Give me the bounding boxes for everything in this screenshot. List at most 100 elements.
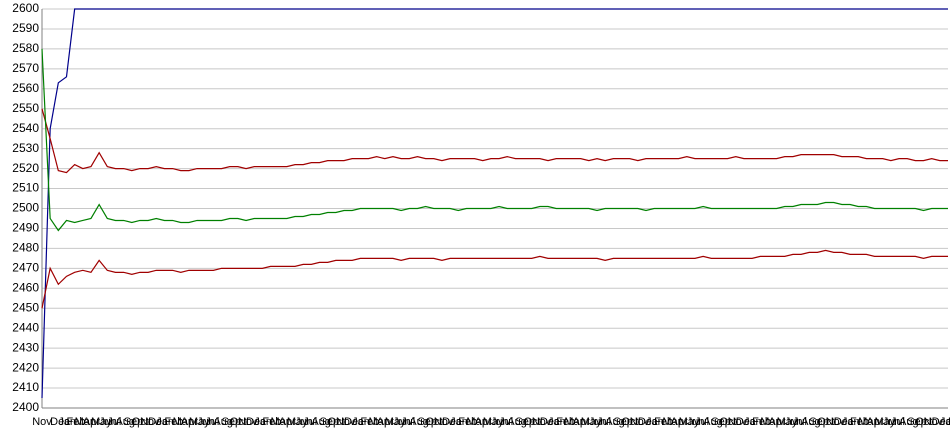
x-tick-label: Jan xyxy=(58,416,76,428)
x-tick-label: Jun xyxy=(197,416,215,428)
x-tick-label: Sep xyxy=(515,416,535,428)
y-tick-label: 2450 xyxy=(12,300,39,314)
x-tick-label: May xyxy=(679,416,700,428)
x-tick-label: Jan xyxy=(940,416,950,428)
x-tick-label: Jul xyxy=(107,416,121,428)
x-tick-label: Mar xyxy=(271,416,290,428)
x-tick-label: Dec xyxy=(50,416,70,428)
y-tick-label: 2420 xyxy=(12,360,39,374)
x-tick-label: Mar xyxy=(858,416,877,428)
x-tick-label: Aug xyxy=(409,416,429,428)
x-tick-label: Feb xyxy=(458,416,477,428)
x-tick-label: Jun xyxy=(687,416,705,428)
y-tick-label: 2400 xyxy=(12,400,39,414)
x-tick-label: Jul xyxy=(303,416,317,428)
x-tick-label: Aug xyxy=(115,416,135,428)
x-tick-label: Apr xyxy=(83,416,100,428)
series-line xyxy=(41,249,948,309)
x-tick-label: Feb xyxy=(360,416,379,428)
x-tick-label: May xyxy=(189,416,210,428)
x-tick-label: Nov xyxy=(434,416,454,428)
x-tick-label: Feb xyxy=(850,416,869,428)
x-tick-label: Sep xyxy=(124,416,144,428)
x-tick-label: Jan xyxy=(548,416,566,428)
x-tick-label: Jun xyxy=(393,416,411,428)
x-tick-label: Apr xyxy=(181,416,198,428)
x-tick-label: Sep xyxy=(417,416,437,428)
x-tick-label: Jun xyxy=(785,416,803,428)
x-tick-label: Jun xyxy=(883,416,901,428)
x-tick-label: May xyxy=(91,416,112,428)
y-tick-label: 2470 xyxy=(12,261,39,275)
x-tick-label: Sep xyxy=(907,416,927,428)
x-tick-label: Apr xyxy=(279,416,296,428)
x-tick-label: Aug xyxy=(703,416,723,428)
x-tick-label: Jul xyxy=(793,416,807,428)
series-line xyxy=(41,8,948,399)
x-tick-label: May xyxy=(483,416,504,428)
x-tick-label: Aug xyxy=(311,416,331,428)
x-tick-label: Jun xyxy=(99,416,117,428)
x-tick-label: Jul xyxy=(891,416,905,428)
x-tick-label: Jan xyxy=(842,416,860,428)
x-tick-label: Jul xyxy=(597,416,611,428)
x-tick-label: Apr xyxy=(475,416,492,428)
x-tick-label: May xyxy=(581,416,602,428)
x-tick-label: Nov xyxy=(140,416,160,428)
x-tick-label: Oct xyxy=(426,416,443,428)
x-tick-label: Oct xyxy=(915,416,932,428)
x-tick-label: Feb xyxy=(66,416,85,428)
y-tick-label: 2430 xyxy=(12,340,39,354)
x-tick-label: Oct xyxy=(719,416,736,428)
x-tick-label: Sep xyxy=(222,416,242,428)
x-tick-label: Oct xyxy=(622,416,639,428)
x-tick-label: Feb xyxy=(556,416,575,428)
x-tick-label: Jul xyxy=(695,416,709,428)
x-tick-label: Sep xyxy=(711,416,731,428)
y-tick-label: 2460 xyxy=(12,280,39,294)
x-tick-label: Feb xyxy=(752,416,771,428)
y-tick-label: 2560 xyxy=(12,81,39,95)
series-line xyxy=(41,108,948,174)
x-tick-label: Jan xyxy=(156,416,174,428)
x-tick-label: Dec xyxy=(442,416,462,428)
x-tick-label: Mar xyxy=(368,416,387,428)
x-tick-label: Jan xyxy=(646,416,664,428)
y-tick-label: 2440 xyxy=(12,320,39,334)
x-tick-label: Sep xyxy=(613,416,633,428)
series-line xyxy=(41,48,948,232)
x-tick-label: May xyxy=(875,416,896,428)
x-tick-label: Aug xyxy=(605,416,625,428)
x-tick-label: Sep xyxy=(809,416,829,428)
x-tick-label: Feb xyxy=(164,416,183,428)
y-tick-label: 2590 xyxy=(12,21,39,35)
x-tick-label: Dec xyxy=(344,416,364,428)
x-tick-label: Jun xyxy=(295,416,313,428)
y-tick-label: 2570 xyxy=(12,61,39,75)
x-tick-label: Jan xyxy=(450,416,468,428)
x-tick-label: Aug xyxy=(899,416,919,428)
y-tick-label: 2520 xyxy=(12,161,39,175)
x-tick-label: Apr xyxy=(866,416,883,428)
x-tick-label: Mar xyxy=(466,416,485,428)
x-tick-label: Feb xyxy=(948,416,950,428)
x-tick-label: Nov xyxy=(532,416,552,428)
x-tick-label: Sep xyxy=(320,416,340,428)
y-tick-label: 2410 xyxy=(12,380,39,394)
x-tick-label: Apr xyxy=(670,416,687,428)
x-tick-label: May xyxy=(287,416,308,428)
y-tick-label: 2490 xyxy=(12,221,39,235)
y-tick-label: 2600 xyxy=(12,1,39,15)
x-tick-label: Dec xyxy=(246,416,266,428)
x-tick-label: Apr xyxy=(768,416,785,428)
y-tick-label: 2540 xyxy=(12,121,39,135)
x-tick-label: Dec xyxy=(932,416,950,428)
y-tick-label: 2510 xyxy=(12,181,39,195)
x-tick-label: Nov xyxy=(826,416,846,428)
x-tick-label: Nov xyxy=(32,416,52,428)
x-tick-label: Mar xyxy=(564,416,583,428)
x-tick-label: Dec xyxy=(148,416,168,428)
x-tick-label: Oct xyxy=(230,416,247,428)
x-tick-label: Jun xyxy=(589,416,607,428)
x-tick-label: Feb xyxy=(262,416,281,428)
